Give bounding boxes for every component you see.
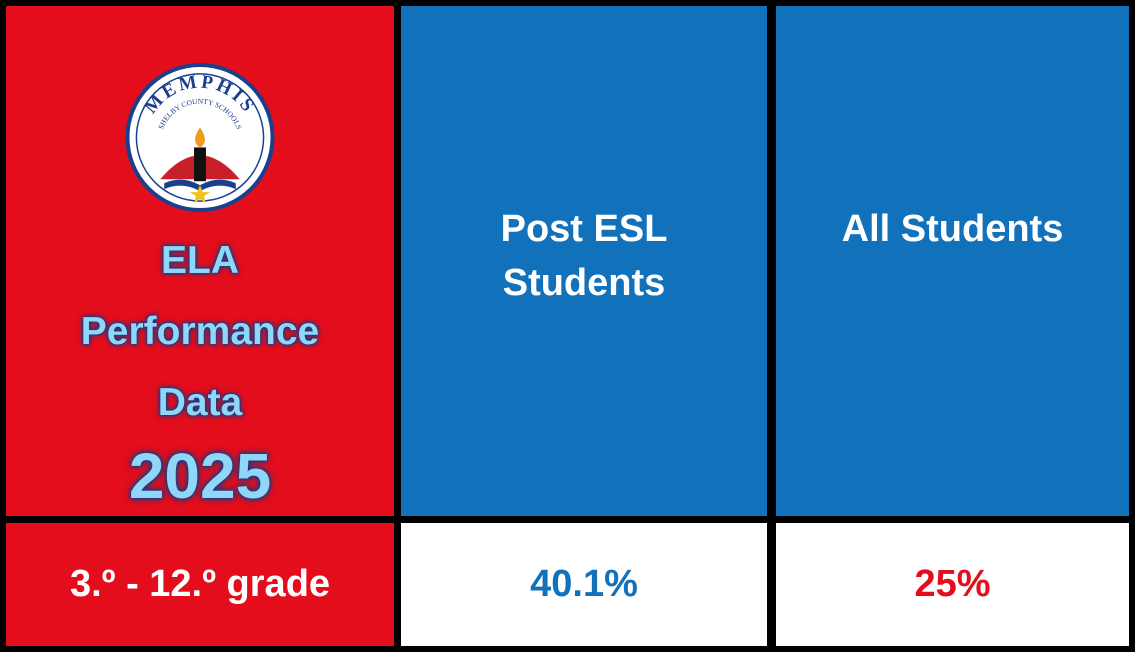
title-cell: MEMPHIS SHELBY COUNTY SCHOOLS ELA Perfor… bbox=[6, 6, 394, 516]
logo-torch bbox=[194, 147, 206, 182]
column-header-cell: Post ESL Students bbox=[401, 6, 767, 516]
year: 2025 bbox=[128, 440, 272, 512]
logo-star bbox=[190, 185, 210, 204]
title: ELA Performance Data bbox=[81, 225, 319, 438]
column-header: Post ESL Students bbox=[500, 208, 668, 304]
column-header-cell: All Students bbox=[776, 6, 1129, 516]
logo-flame bbox=[195, 127, 205, 148]
value: 25% bbox=[914, 563, 991, 605]
value-cell: 40.1% bbox=[401, 523, 767, 646]
column-header: All Students bbox=[841, 208, 1064, 250]
logo: MEMPHIS SHELBY COUNTY SCHOOLS bbox=[125, 62, 275, 213]
title-line: Data bbox=[157, 381, 243, 424]
row-label: 3.º - 12.º grade bbox=[69, 563, 331, 605]
value-cell: 25% bbox=[776, 523, 1129, 646]
row-label-cell: 3.º - 12.º grade bbox=[6, 523, 394, 646]
logo-inner-ring bbox=[135, 73, 265, 202]
title-line: Performance bbox=[80, 310, 320, 353]
title-line: ELA bbox=[161, 239, 239, 282]
value: 40.1% bbox=[530, 563, 638, 605]
